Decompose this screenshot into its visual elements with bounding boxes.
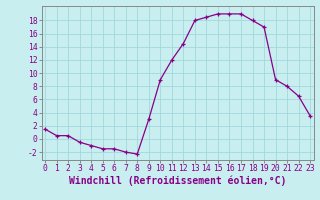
X-axis label: Windchill (Refroidissement éolien,°C): Windchill (Refroidissement éolien,°C): [69, 176, 286, 186]
